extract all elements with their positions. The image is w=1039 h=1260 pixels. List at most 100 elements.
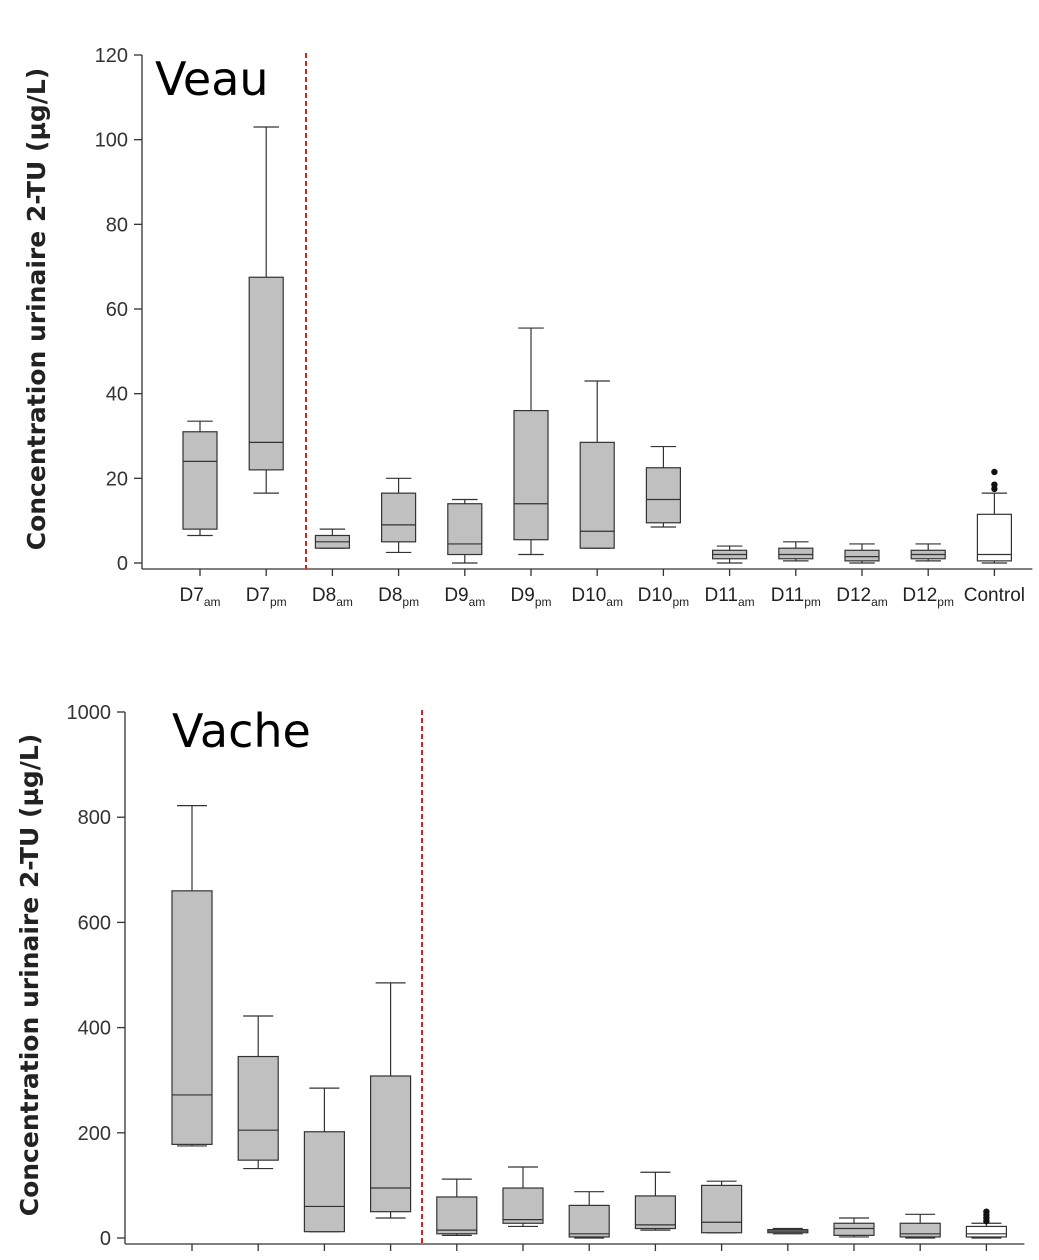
y-axis-label: Concentration urinaire 2-TU (µg/L) (15, 734, 44, 1217)
x-tick-label: D11am (705, 585, 755, 609)
iqr-box (645, 467, 682, 524)
x-tick-label-main: D10 (638, 585, 673, 606)
x-tick-label-sub: am (336, 595, 353, 609)
y-tick-label: 40 (106, 384, 128, 406)
iqr-box (965, 1225, 1008, 1238)
iqr-box (844, 549, 880, 562)
iqr-box (513, 410, 549, 541)
x-tick-label-sub: pm (937, 595, 954, 609)
iqr-box (502, 1187, 544, 1224)
iqr-box (182, 431, 218, 530)
box-d7-pm: D7pm (237, 1015, 279, 1251)
box-d11-pm: D11pm (771, 541, 821, 609)
x-tick-label: D7pm (246, 585, 287, 609)
x-tick-label-sub: pm (270, 595, 287, 609)
x-tick-label-sub: am (871, 595, 888, 609)
box-control: Control (964, 468, 1025, 606)
x-tick-label: D12am (836, 585, 888, 609)
y-tick-label: 0 (117, 553, 128, 575)
box-d8-pm: D8pm (370, 982, 412, 1251)
outlier-point (983, 1208, 990, 1215)
y-tick-label: 200 (78, 1123, 111, 1145)
x-tick-label: D9pm (511, 585, 552, 609)
outlier-point (991, 468, 998, 476)
box-d9-am: D9am (444, 498, 485, 609)
x-tick-label-main: D7 (246, 585, 270, 606)
y-tick-label: 20 (106, 468, 128, 490)
x-tick-label-sub: am (738, 595, 755, 609)
box-d7-pm: D7pm (246, 126, 287, 609)
iqr-box (171, 890, 213, 1145)
iqr-box (237, 1055, 279, 1161)
box-d9-pm: D9pm (502, 1166, 544, 1251)
y-tick-label: 80 (106, 214, 128, 236)
y-tick-label: 120 (95, 45, 128, 67)
x-tick-label: Control (964, 585, 1025, 606)
iqr-box (634, 1195, 677, 1230)
iqr-box (579, 441, 615, 549)
y-tick-label: 600 (78, 912, 111, 934)
x-tick-label: D11pm (771, 585, 821, 609)
iqr-box (436, 1196, 478, 1235)
outlier-point (991, 481, 998, 488)
x-tick-label: D10am (571, 585, 623, 609)
box-d10-am: D10am (568, 1191, 610, 1251)
box-d12-am: D12am (833, 1217, 875, 1251)
iqr-box (899, 1222, 941, 1238)
y-tick-label: 100 (95, 130, 128, 152)
box-d9-pm: D9pm (511, 327, 552, 609)
box-d8-am: D8am (303, 1087, 345, 1251)
box-d12-am: D12am (836, 543, 888, 609)
x-tick-label: D8pm (378, 585, 419, 609)
box-d8-am: D8am (312, 528, 353, 609)
chart-panel-veau: 0 20 40 60 80 100 120 Concentration urinaire 2-… (22, 45, 1033, 609)
x-tick-label: D12pm (902, 585, 954, 609)
iqr-box (700, 1184, 743, 1234)
y-tick-label: 0 (100, 1228, 111, 1250)
box-d11-am: D11am (705, 545, 755, 609)
x-tick-label-main: D7 (180, 585, 204, 606)
x-tick-label-sub: pm (402, 595, 419, 609)
x-tick-label-main: D9 (444, 585, 468, 606)
x-tick-label-sub: pm (804, 595, 821, 609)
box-d8-pm: D8pm (378, 477, 419, 609)
x-tick-label-main: D8 (312, 585, 336, 606)
x-tick-label-sub: am (469, 595, 486, 609)
box-d7-am: D7am (171, 805, 213, 1251)
box-d12-pm: D12pm (899, 1213, 941, 1251)
iqr-box (303, 1131, 345, 1233)
x-tick-label-main: D10 (571, 585, 606, 606)
y-tick-label: 1000 (67, 702, 112, 724)
box-control: Control (965, 1208, 1008, 1251)
x-tick-label-main: D12 (836, 585, 871, 606)
iqr-box (370, 1075, 412, 1213)
chart-panel-vache: 0 200 400 600 800 1000 Concentration urinaire … (15, 702, 1025, 1251)
box-d11-am: D11am (700, 1180, 743, 1251)
x-tick-label-sub: am (606, 595, 623, 609)
x-tick-label-main: D12 (902, 585, 937, 606)
x-tick-label: D9am (444, 585, 485, 609)
y-tick-label: 400 (78, 1018, 111, 1040)
x-tick-label: D8am (312, 585, 353, 609)
box-d11-pm: D11pm (767, 1227, 809, 1251)
box-d12-pm: D12pm (902, 543, 954, 609)
panel-title: Vache (172, 704, 311, 758)
iqr-box (568, 1204, 610, 1238)
iqr-box (778, 547, 814, 560)
x-tick-label-main: D8 (378, 585, 402, 606)
iqr-box (447, 503, 483, 556)
x-tick-label-sub: am (204, 595, 221, 609)
iqr-box (248, 276, 284, 471)
box-d7-am: D7am (180, 420, 221, 609)
x-tick-label-sub: pm (672, 595, 689, 609)
x-tick-label-main: D11 (705, 585, 738, 606)
y-tick-label: 60 (106, 299, 128, 321)
x-tick-label-sub: pm (535, 595, 552, 609)
box-d10-pm: D10pm (638, 445, 689, 609)
x-tick-label-main: D9 (511, 585, 535, 606)
box-d10-am: D10am (571, 380, 623, 609)
x-tick-label-main: D11 (771, 585, 804, 606)
y-tick-label: 800 (78, 807, 111, 829)
x-tick-label: D7am (180, 585, 221, 609)
